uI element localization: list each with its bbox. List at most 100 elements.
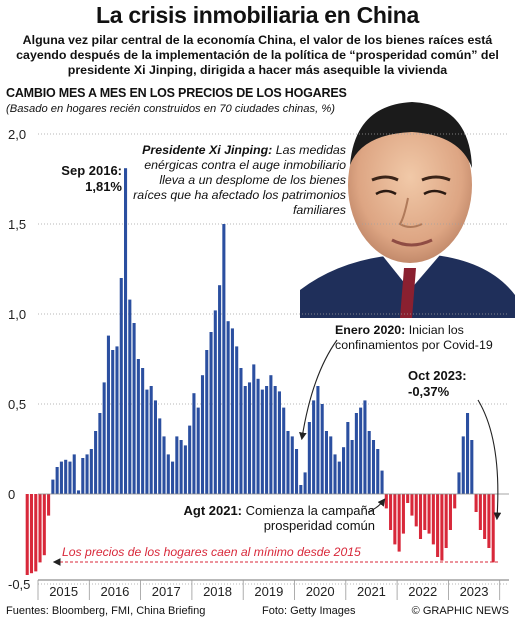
bar	[132, 323, 136, 494]
bar	[226, 321, 230, 494]
bar	[483, 494, 487, 539]
bar	[128, 299, 132, 494]
bar	[324, 431, 328, 494]
bar	[64, 459, 68, 494]
bars	[25, 168, 495, 575]
bar	[384, 494, 388, 509]
page-title: La crisis inmobiliaria en China	[95, 2, 420, 28]
x-tick-label: 2022	[408, 584, 437, 599]
bar	[145, 389, 149, 494]
bar	[401, 494, 405, 534]
x-tick-label: 2023	[460, 584, 489, 599]
bar	[431, 494, 435, 545]
bar	[247, 382, 252, 494]
bar	[269, 375, 273, 494]
bar	[436, 494, 440, 557]
bar	[282, 407, 286, 494]
y-tick-label: 0,5	[8, 397, 26, 412]
bar	[440, 494, 444, 561]
bar	[68, 461, 72, 494]
x-tick-label: 2018	[203, 584, 232, 599]
bar	[265, 386, 269, 494]
bar	[72, 454, 76, 494]
bar	[106, 335, 110, 494]
bar	[453, 494, 457, 509]
photo-credit: Foto: Getty Images	[262, 605, 356, 617]
bar	[333, 454, 337, 494]
bar	[200, 375, 205, 494]
chart-title: CAMBIO MES A MES EN LOS PRECIOS DE LOS H…	[6, 86, 347, 100]
bar	[102, 382, 106, 494]
bar	[354, 413, 358, 494]
bar	[329, 436, 333, 494]
bar	[47, 494, 51, 516]
y-tick-label: 1,0	[8, 307, 26, 322]
bar	[410, 494, 414, 516]
x-tick-label: 2021	[357, 584, 386, 599]
bar	[252, 364, 256, 494]
bar	[188, 425, 192, 494]
bar	[312, 400, 316, 494]
x-tick-label: 2015	[49, 584, 78, 599]
bar	[81, 458, 85, 494]
annotation-jan2020-text: Inician los confinamientos por Covid-19	[335, 323, 493, 352]
bar	[359, 407, 363, 494]
chart-subtitle: (Basado en hogares recién construidos en…	[6, 103, 335, 115]
bar	[183, 445, 187, 494]
annotation-oct2023-value: -0,37%	[408, 384, 450, 399]
bar	[316, 386, 320, 494]
bar	[124, 168, 128, 494]
arrow-aug2021	[367, 498, 386, 513]
bar	[350, 440, 354, 494]
bar	[85, 454, 89, 494]
bar	[136, 359, 140, 494]
bar	[158, 418, 162, 494]
bar	[487, 494, 491, 548]
bar	[25, 494, 29, 575]
bar	[478, 494, 482, 530]
bar	[457, 472, 461, 494]
bar	[213, 310, 217, 494]
bar	[371, 440, 376, 494]
bar	[337, 461, 341, 494]
bar	[239, 368, 243, 494]
bar	[149, 386, 153, 494]
bar	[59, 461, 63, 494]
bar	[98, 413, 102, 494]
y-tick-label: 0	[8, 487, 15, 502]
y-tick-label: 1,5	[8, 217, 26, 232]
bar	[222, 224, 226, 494]
x-tick-label: 2017	[152, 584, 181, 599]
low-price-note: Los precios de los hogares caen al mínim…	[62, 545, 361, 559]
bar	[243, 386, 247, 494]
bar	[260, 389, 264, 494]
bar	[470, 440, 474, 494]
bar	[474, 494, 478, 512]
bar	[89, 449, 93, 494]
x-tick-label: 2020	[306, 584, 335, 599]
y-axis-ticks: -0,5 0 0,5 1,0 1,5 2,0	[8, 127, 30, 592]
bar	[380, 470, 384, 494]
bar	[230, 328, 234, 494]
portrait-photo	[300, 102, 515, 318]
bar	[367, 431, 371, 494]
annotation-xi-name: Presidente Xi Jinping:	[142, 143, 273, 157]
bar	[171, 461, 175, 494]
bar	[38, 494, 42, 563]
bar	[290, 436, 294, 494]
bar	[414, 494, 418, 527]
bar	[162, 436, 166, 494]
annotation-oct2023-label: Oct 2023:	[408, 368, 467, 383]
bar	[320, 404, 324, 494]
annotation-aug2021-label: Agt 2021:	[183, 503, 243, 518]
annotation-jan2020: Enero 2020: Inician los confinamientos p…	[335, 323, 513, 353]
bar	[295, 449, 299, 494]
annotation-xi: Presidente Xi Jinping: Las medidas enérg…	[132, 143, 346, 218]
bar	[448, 494, 452, 530]
x-axis-ticks: 2015 2016 2017 2018 2019 2020 2021 2022 2023	[37, 580, 501, 600]
bar	[94, 431, 98, 494]
bar	[418, 494, 423, 539]
bar	[209, 332, 213, 494]
bar	[55, 467, 59, 494]
